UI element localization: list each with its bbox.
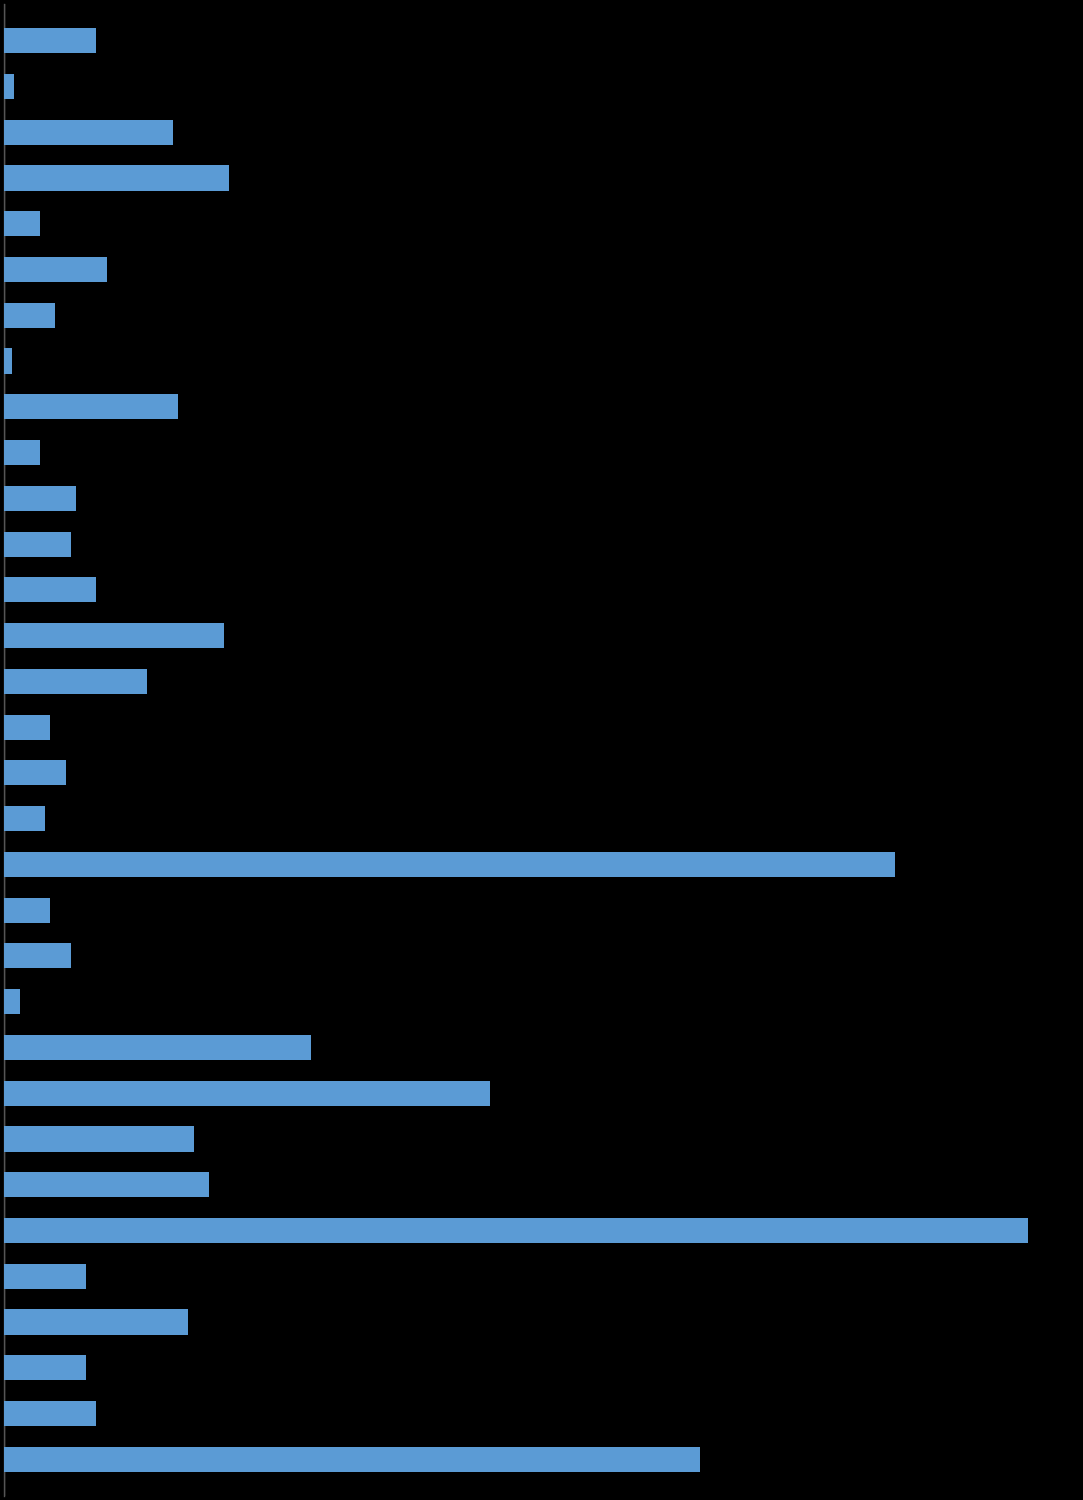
- Bar: [4, 1035, 311, 1060]
- Bar: [4, 1401, 96, 1426]
- Bar: [4, 852, 895, 877]
- Bar: [4, 622, 224, 648]
- Bar: [4, 806, 45, 831]
- Bar: [4, 1126, 194, 1152]
- Bar: [4, 486, 76, 512]
- Bar: [4, 1446, 700, 1472]
- Bar: [4, 897, 50, 922]
- Bar: [4, 578, 96, 603]
- Bar: [4, 120, 173, 146]
- Bar: [4, 669, 147, 694]
- Bar: [4, 28, 96, 54]
- Bar: [4, 1080, 491, 1106]
- Bar: [4, 988, 19, 1014]
- Bar: [4, 440, 40, 465]
- Bar: [4, 348, 12, 374]
- Bar: [4, 1263, 86, 1288]
- Bar: [4, 1218, 1028, 1243]
- Bar: [4, 760, 66, 786]
- Bar: [4, 714, 50, 740]
- Bar: [4, 211, 40, 237]
- Bar: [4, 1172, 209, 1197]
- Bar: [4, 1354, 86, 1380]
- Bar: [4, 303, 55, 328]
- Bar: [4, 944, 70, 969]
- Bar: [4, 531, 70, 556]
- Bar: [4, 1310, 188, 1335]
- Bar: [4, 256, 106, 282]
- Bar: [4, 165, 230, 190]
- Bar: [4, 74, 14, 99]
- Bar: [4, 394, 179, 420]
